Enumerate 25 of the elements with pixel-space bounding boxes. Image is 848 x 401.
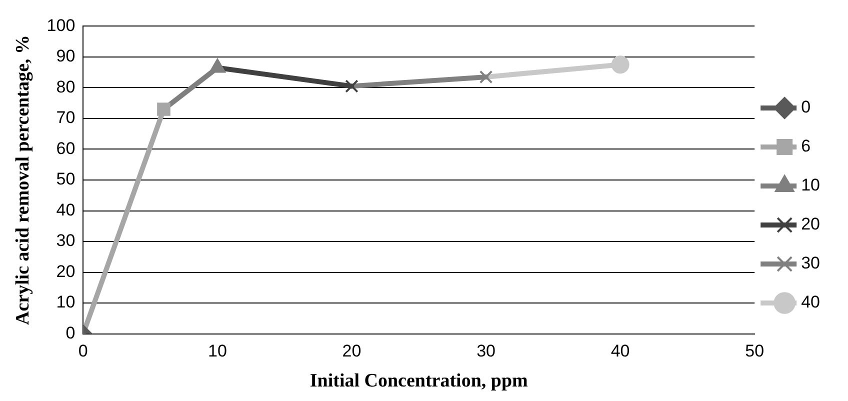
x-tick-label: 40 [610, 342, 630, 361]
legend-label: 30 [801, 254, 820, 273]
x-tick-label: 20 [342, 342, 362, 361]
y-tick-label: 30 [56, 231, 76, 250]
legend-label: 10 [801, 176, 820, 195]
x-tick-label: 30 [476, 342, 496, 361]
x-tick-label: 50 [745, 342, 764, 361]
legend-label: 20 [801, 214, 820, 234]
y-tick-label: 20 [56, 262, 76, 281]
y-tick-label: 50 [56, 170, 76, 189]
legend-label: 6 [801, 136, 811, 156]
y-tick-label: 40 [56, 200, 76, 220]
x-axis-title: Initial Concentration, ppm [310, 370, 528, 392]
legend-label: 40 [801, 292, 820, 312]
x-tick-label: 10 [208, 342, 227, 361]
x-tick-label: 0 [78, 342, 88, 361]
y-tick-label: 70 [56, 108, 76, 128]
y-tick-label: 100 [46, 16, 76, 35]
y-tick-label: 60 [56, 138, 76, 158]
y-tick-label: 10 [56, 292, 76, 312]
y-tick-label: 90 [56, 46, 76, 66]
y-tick-label: 80 [56, 77, 76, 96]
y-axis-title: Acrylic acid removal percentage, % [12, 34, 34, 326]
legend-label: 0 [801, 98, 811, 117]
y-tick-label: 0 [66, 323, 76, 342]
